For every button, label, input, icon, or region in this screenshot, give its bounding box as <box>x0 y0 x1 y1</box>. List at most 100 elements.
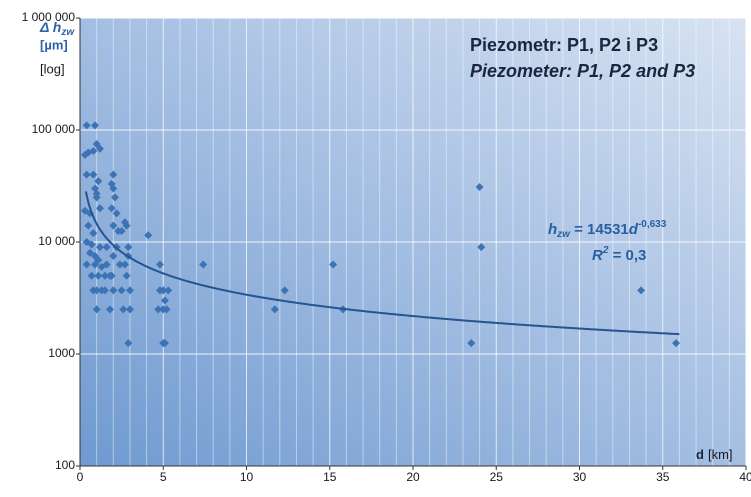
y-tick-label: 100 <box>55 458 75 472</box>
point <box>164 286 173 295</box>
point <box>124 339 133 348</box>
point <box>160 339 169 348</box>
point <box>107 271 116 280</box>
point <box>122 271 131 280</box>
point <box>102 243 111 252</box>
y-label-symbol: Δ h <box>39 19 61 35</box>
point <box>162 305 171 314</box>
point <box>89 170 98 179</box>
point <box>87 240 96 249</box>
marks <box>80 121 681 348</box>
point <box>109 251 118 260</box>
point <box>92 286 101 295</box>
point <box>124 243 133 252</box>
x-tick-label: 35 <box>656 470 670 484</box>
point <box>100 286 109 295</box>
point <box>100 271 109 280</box>
y-tick-label: 1 000 000 <box>22 10 76 24</box>
point <box>89 146 98 155</box>
point <box>125 286 134 295</box>
eq-exponent: -0,633 <box>638 219 667 230</box>
point <box>280 286 289 295</box>
grid <box>76 17 747 470</box>
y-tick-label: 100 000 <box>32 122 76 136</box>
point <box>144 231 153 240</box>
point <box>90 260 99 269</box>
eq-subscript: zw <box>556 229 571 240</box>
point <box>82 170 91 179</box>
point <box>90 121 99 130</box>
x-label-symbol: d <box>696 447 704 462</box>
x-label-unit: [km] <box>708 447 733 462</box>
point <box>112 209 121 218</box>
point <box>477 243 486 252</box>
x-tick-label: 20 <box>406 470 420 484</box>
point <box>95 204 104 213</box>
point <box>94 177 103 186</box>
x-label: d [km] <box>696 447 733 462</box>
y-label-subscript: zw <box>60 27 75 38</box>
title: Piezometr: P1, P2 i P3 <box>470 35 658 55</box>
x-tick-label: 0 <box>77 470 84 484</box>
trendline <box>84 191 680 336</box>
point <box>105 305 114 314</box>
point <box>92 139 101 148</box>
point <box>102 260 111 269</box>
point <box>92 189 101 198</box>
point <box>637 286 646 295</box>
r2: R2 = 0,3 <box>592 245 646 264</box>
point <box>159 286 168 295</box>
x-tick-label: 5 <box>160 470 167 484</box>
point <box>119 305 128 314</box>
point <box>82 121 91 130</box>
point <box>110 193 119 202</box>
x-tick-label: 15 <box>323 470 337 484</box>
point <box>92 305 101 314</box>
x-tick-label: 30 <box>573 470 587 484</box>
point <box>95 144 104 153</box>
y-label-scale: [log] <box>40 61 65 76</box>
point <box>122 221 131 230</box>
point <box>270 305 279 314</box>
point <box>109 286 118 295</box>
point <box>85 248 94 257</box>
point <box>109 170 118 179</box>
eq-symbol: h <box>548 221 557 238</box>
point <box>117 286 126 295</box>
y-tick-label: 1000 <box>48 346 75 360</box>
x-tick-label: 10 <box>240 470 254 484</box>
r2-text: = 0,3 <box>608 247 646 264</box>
point <box>109 184 118 193</box>
point <box>94 271 103 280</box>
point <box>199 260 208 269</box>
point <box>125 305 134 314</box>
point <box>87 271 96 280</box>
r2-symbol: R <box>592 247 603 264</box>
point <box>154 305 163 314</box>
point <box>155 260 164 269</box>
eq-prefix: = 14531 <box>570 221 629 238</box>
point <box>467 339 476 348</box>
eq-variable: d <box>629 221 639 238</box>
subtitle: Piezometer: P1, P2 and P3 <box>470 61 695 81</box>
point <box>160 296 169 305</box>
point <box>95 243 104 252</box>
y-tick-label: 10 000 <box>38 234 75 248</box>
x-tick-label: 25 <box>490 470 504 484</box>
equation: hzw = 14531d-0,633 <box>548 219 667 240</box>
point <box>82 260 91 269</box>
r2-superscript: 2 <box>602 245 609 256</box>
point <box>120 260 129 269</box>
point <box>672 339 681 348</box>
point <box>84 221 93 230</box>
point <box>109 221 118 230</box>
point <box>107 204 116 213</box>
x-tick-label: 40 <box>739 470 751 484</box>
y-label: Δ hzw <box>39 19 75 38</box>
point <box>475 182 484 191</box>
point <box>117 227 126 236</box>
point <box>89 229 98 238</box>
point <box>115 260 124 269</box>
y-label-unit: [µm] <box>40 37 68 52</box>
